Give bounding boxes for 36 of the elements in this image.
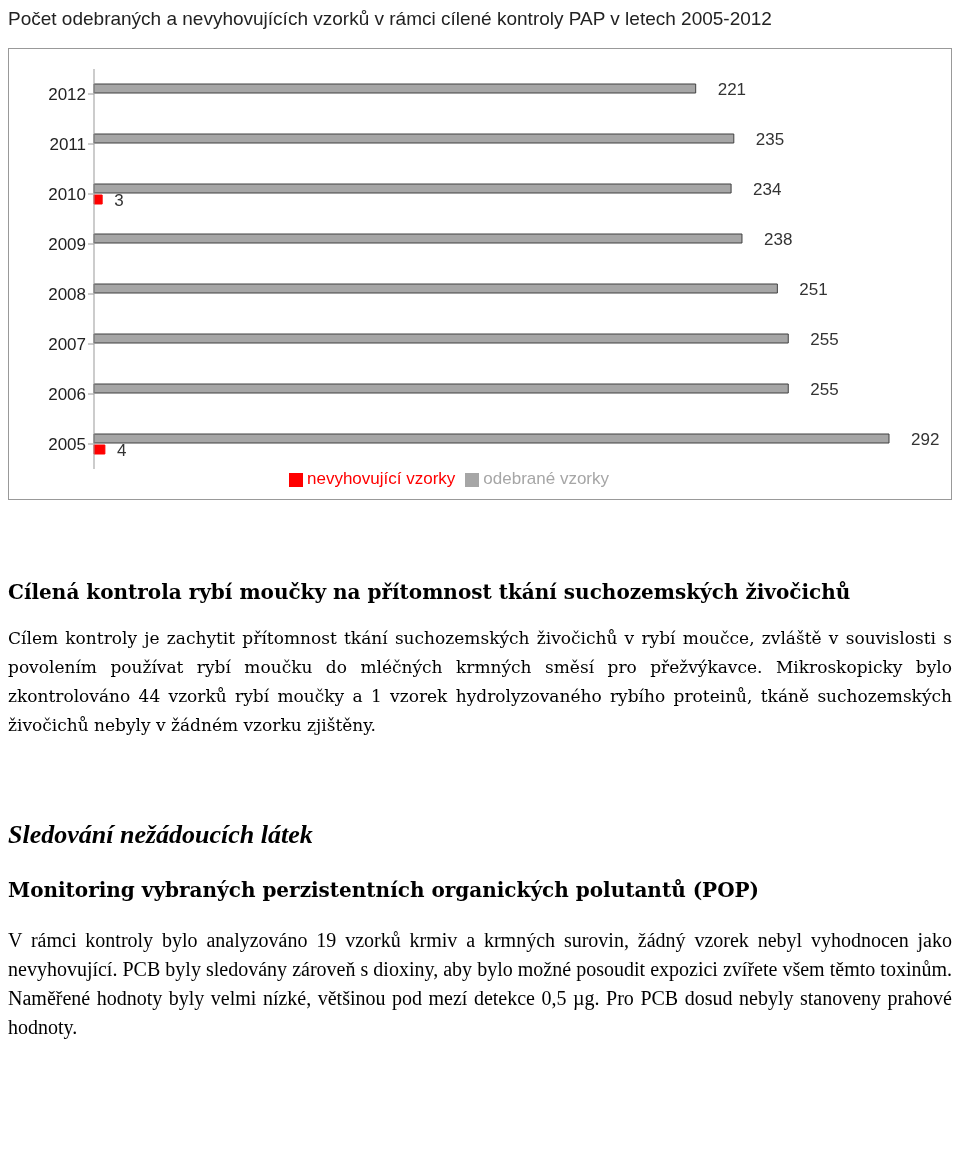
text: Cílem kontroly je zachytit přítomnost tkání suchozemských živočichů v rybí moučce, zvláště v souvislosti s povolením používat rybí moučku do mléčných krmných směsí pro přežvýkavce. Mikroskopicky bylo zkontrolováno 44 vzorků rybí moučky a 1 vzorek hydrolyzovaného rybího proteinů, tkáně suchozemských živočichů nebyly v žádném vzorku zjištěny. [8, 627, 952, 737]
y-tick-label: 2011 [49, 135, 86, 155]
bar [93, 333, 789, 344]
data-label: 238 [763, 229, 793, 249]
bar [93, 83, 697, 94]
y-tick-label: 2010 [48, 185, 86, 205]
bar [93, 133, 735, 144]
text: Monitoring vybraných perzistentních organických polutantů (POP) [8, 878, 761, 902]
y-tick-label: 2012 [48, 85, 86, 105]
data-label: 292 [911, 429, 940, 449]
y-tick-label: 2008 [48, 285, 86, 305]
data-label: 3 [114, 190, 124, 210]
chart-title: Počet odebraných a nevyhovujících vzorků v rámci cílené kontroly PAP v letech 2005-2012 [8, 8, 773, 30]
text: Sledování nežádoucích látek [8, 820, 314, 850]
y-tick-label: 2007 [48, 335, 86, 355]
y-tick-label: 2009 [48, 235, 86, 255]
bar [93, 283, 778, 294]
legend-label: nevyhovující vzorky [306, 469, 456, 488]
data-label: 221 [717, 79, 747, 99]
data-label: 234 [753, 179, 782, 199]
bar [93, 183, 732, 194]
data-label: 255 [810, 379, 839, 399]
legend-label: odebrané vzorky [483, 469, 610, 488]
bar [93, 444, 106, 455]
y-tick-label: 2005 [48, 435, 86, 455]
data-label: 4 [116, 440, 127, 460]
bar [93, 383, 789, 394]
bar [93, 433, 890, 444]
data-label: 235 [755, 129, 785, 149]
data-label: 255 [810, 329, 839, 349]
y-tick-label: 2006 [48, 385, 86, 405]
bar [93, 194, 103, 205]
text: Cílená kontrola rybí moučky na přítomnost tkání suchozemských živočichů [8, 580, 852, 604]
bar [93, 233, 743, 244]
data-label: 251 [799, 279, 828, 299]
text: V rámci kontroly bylo analyzováno 19 vzorků krmiv a krmných surovin, žádný vzorek nebyl vyhodnocen jako nevyhovující. PCB byly sledovány zároveň s dioxiny, aby bylo možné posoudit expozici zvířete všem těmto toxinům. Naměřené hodnoty byly velmi nízké, většinou pod mezí detekce 0,5 µg. Pro PCB dosud nebyly stanoveny prahové hodnoty. [8, 928, 952, 1041]
